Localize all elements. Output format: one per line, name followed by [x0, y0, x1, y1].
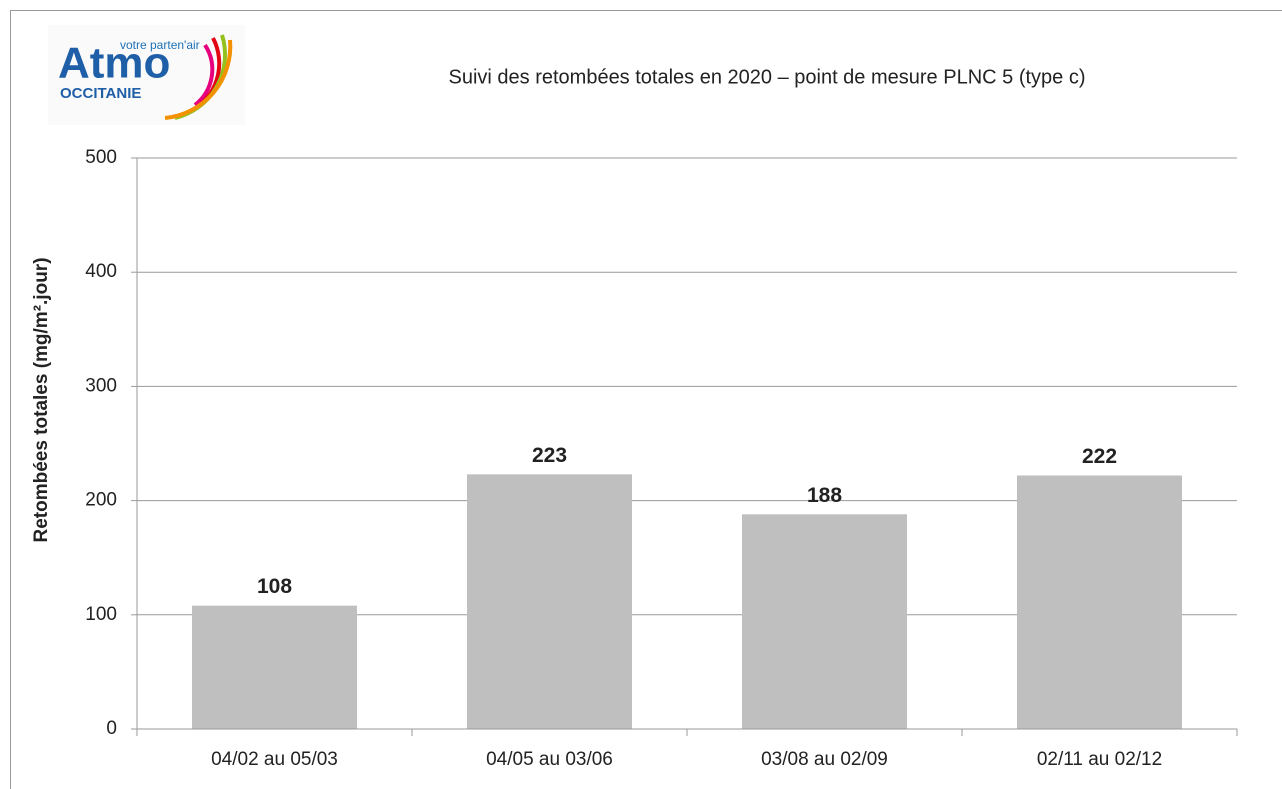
logo-name: Atmo — [58, 39, 170, 88]
chart-title: Suivi des retombées totales en 2020 – po… — [448, 66, 1085, 88]
x-tick-label: 04/02 au 05/03 — [211, 749, 338, 770]
bar — [742, 514, 907, 729]
x-tick-label: 04/05 au 03/06 — [486, 749, 613, 770]
bar — [1017, 475, 1182, 729]
data-label: 223 — [532, 444, 567, 467]
y-tick-label: 500 — [85, 147, 117, 168]
logo-arc — [164, 39, 233, 120]
y-tick-label: 200 — [85, 490, 117, 511]
data-label: 222 — [1082, 445, 1117, 468]
y-tick-label: 400 — [85, 261, 117, 282]
logo: votre parten'air Atmo OCCITANIE — [48, 25, 245, 125]
bar — [192, 605, 357, 729]
y-tick-label: 0 — [106, 718, 117, 739]
bar — [467, 474, 632, 729]
data-label: 108 — [257, 575, 292, 598]
data-label: 188 — [807, 484, 842, 507]
y-axis-label: Retombées totales (mg/m².jour) — [31, 257, 52, 542]
logo-arc — [193, 43, 215, 107]
y-tick-label: 100 — [85, 604, 117, 625]
x-tick-label: 02/11 au 02/12 — [1037, 749, 1162, 770]
logo-region: OCCITANIE — [60, 85, 141, 102]
y-tick-label: 300 — [85, 375, 117, 396]
logo-tagline: votre parten'air — [120, 38, 200, 52]
x-tick-label: 03/08 au 02/09 — [761, 749, 888, 770]
